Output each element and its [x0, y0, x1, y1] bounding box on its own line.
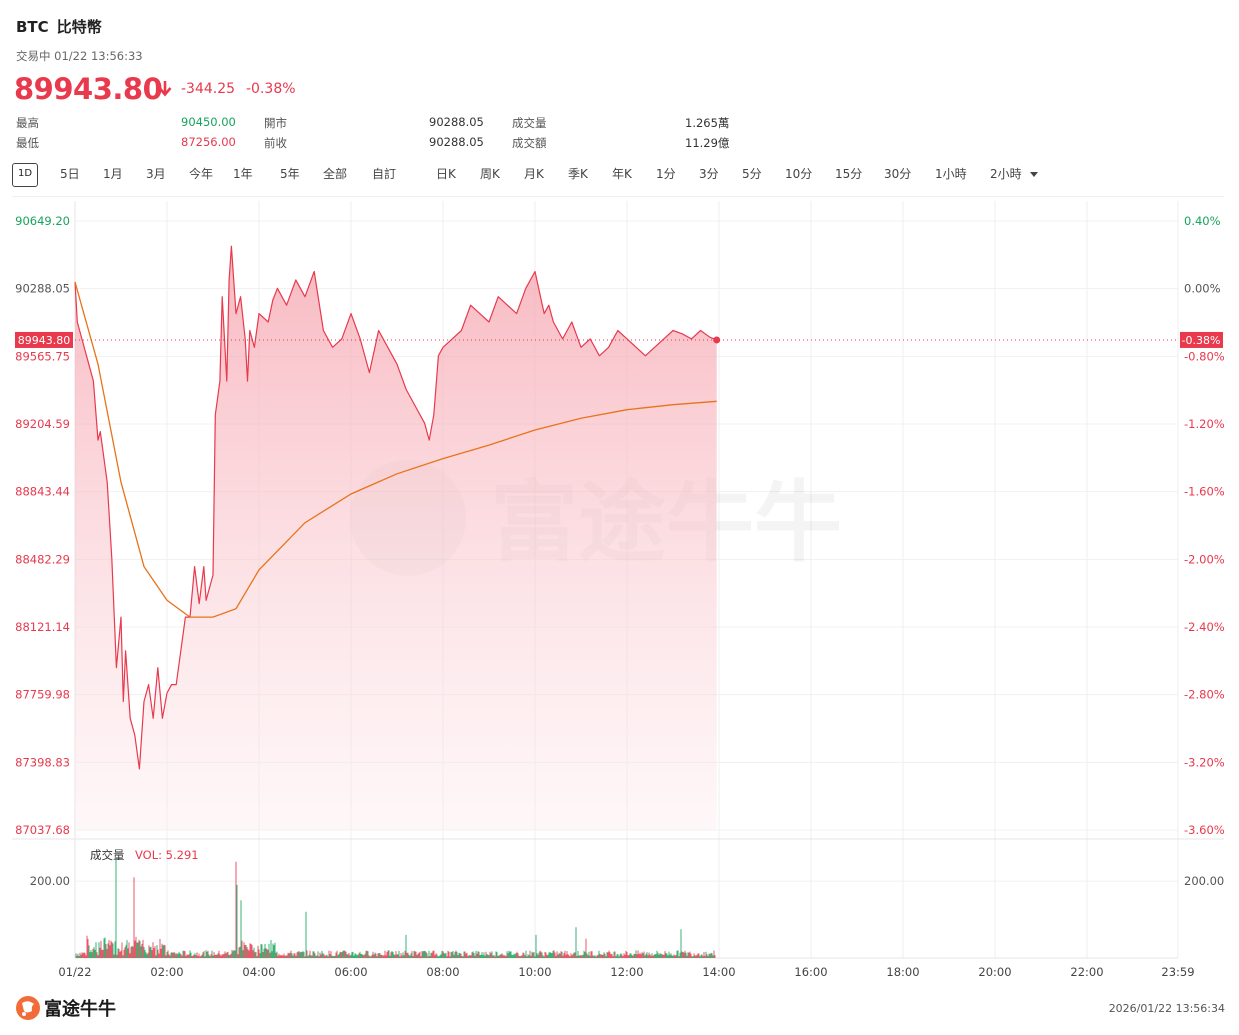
footer-timestamp: 2026/01/22 13:56:34: [1108, 1002, 1225, 1015]
y-tick-left: 88843.44: [15, 485, 70, 499]
x-tick: 14:00: [702, 965, 735, 979]
y-tick-left: 90649.20: [15, 214, 70, 228]
volume-tick-right: 200.00: [1184, 874, 1224, 888]
tab-0[interactable]: 1D: [12, 163, 39, 187]
title-bar: BTC 比特幣: [16, 16, 102, 37]
volume-title: 成交量: [90, 848, 125, 862]
x-tick: 16:00: [794, 965, 827, 979]
volume-label: 成交量: [512, 116, 547, 130]
price-change: -344.25: [181, 81, 236, 97]
x-tick: 23:59: [1161, 965, 1194, 979]
high-label: 最高: [16, 116, 39, 130]
tab-16[interactable]: 5分: [742, 167, 762, 181]
volume-value: 1.265萬: [685, 116, 730, 130]
tab-21[interactable]: 2小時: [990, 163, 1038, 185]
low-value: 87256.00: [181, 135, 236, 149]
x-tick: 10:00: [518, 965, 551, 979]
y-tick-right: -2.00%: [1184, 552, 1225, 566]
price-change-pct: -0.38%: [246, 81, 296, 97]
tab-12[interactable]: 季K: [568, 167, 588, 181]
tab-13[interactable]: 年K: [612, 167, 632, 181]
y-tick-left: 88482.29: [15, 552, 70, 566]
x-tick: 12:00: [610, 965, 643, 979]
tab-3[interactable]: 3月: [146, 167, 166, 181]
tab-6[interactable]: 5年: [280, 167, 300, 181]
tab-20[interactable]: 1小時: [935, 167, 967, 181]
tab-7[interactable]: 全部: [323, 167, 348, 181]
down-arrow-icon: [158, 81, 172, 97]
current-pct-label: -0.38%: [1182, 334, 1221, 347]
y-tick-right: 0.40%: [1184, 214, 1221, 228]
open-value: 90288.05: [429, 115, 484, 129]
current-price-label: 89943.80: [18, 334, 71, 347]
divider: [12, 196, 1224, 197]
tab-10[interactable]: 周K: [480, 167, 500, 181]
y-tick-right: -2.40%: [1184, 620, 1225, 634]
tab-2[interactable]: 1月: [103, 167, 123, 181]
tab-4[interactable]: 今年: [189, 167, 214, 181]
tab-1[interactable]: 5日: [60, 167, 80, 181]
price-area: [75, 246, 717, 830]
futu-logo: 富途牛牛: [16, 996, 116, 1020]
tab-19[interactable]: 30分: [884, 167, 912, 181]
x-tick: 08:00: [426, 965, 459, 979]
y-tick-left: 89204.59: [15, 417, 70, 431]
y-tick-right: -3.20%: [1184, 755, 1225, 769]
asset-name: 比特幣: [56, 18, 102, 36]
y-tick-right: -3.60%: [1184, 823, 1225, 837]
tab-15[interactable]: 3分: [699, 167, 719, 181]
volume-tick-left: 200.00: [30, 874, 70, 888]
volume-value-label: VOL: 5.291: [135, 848, 199, 862]
open-label: 開市: [264, 116, 287, 130]
x-tick: 01/22: [58, 965, 91, 979]
tab-9[interactable]: 日K: [436, 167, 456, 181]
tab-17[interactable]: 10分: [785, 167, 813, 181]
chevron-down-icon: [1029, 172, 1038, 177]
high-value: 90450.00: [181, 115, 236, 129]
y-tick-right: -1.20%: [1184, 417, 1225, 431]
x-tick: 06:00: [334, 965, 367, 979]
y-tick-left: 87759.98: [15, 688, 70, 702]
average-line: [74, 281, 717, 618]
prev-close-label: 前收: [264, 136, 287, 150]
y-tick-left: 87037.68: [15, 823, 70, 837]
prev-close-value: 90288.05: [429, 135, 484, 149]
x-tick: 18:00: [886, 965, 919, 979]
x-tick: 20:00: [978, 965, 1011, 979]
tab-8[interactable]: 自訂: [372, 167, 397, 181]
turnover-label: 成交額: [512, 136, 547, 150]
turnover-value: 11.29億: [685, 136, 730, 150]
low-label: 最低: [16, 136, 39, 150]
y-tick-right: -1.60%: [1184, 485, 1225, 499]
tab-5[interactable]: 1年: [233, 167, 253, 181]
current-price-dot: [713, 336, 721, 344]
y-tick-left: 90288.05: [15, 282, 70, 296]
price-line: [74, 245, 717, 770]
y-tick-right: -2.80%: [1184, 688, 1225, 702]
y-tick-right: 0.00%: [1184, 282, 1221, 296]
y-tick-left: 89565.75: [15, 349, 70, 363]
x-tick: 04:00: [242, 965, 275, 979]
current-price-tag: [15, 331, 73, 348]
y-tick-left: 88121.14: [15, 620, 70, 634]
tab-11[interactable]: 月K: [524, 167, 544, 181]
tab-14[interactable]: 1分: [656, 167, 676, 181]
current-pct-tag: [1180, 331, 1223, 348]
x-tick: 22:00: [1070, 965, 1103, 979]
trading-status: 交易中 01/22 13:56:33: [16, 49, 143, 63]
tab-18[interactable]: 15分: [835, 167, 863, 181]
price-chart[interactable]: 90649.20 0.40% 90288.05 0.00% 89565.75 -0.80%…: [0, 198, 1239, 988]
logo-text: 富途牛牛: [44, 998, 116, 1020]
y-tick-left: 87398.83: [15, 755, 70, 769]
y-tick-right: -0.80%: [1184, 349, 1225, 363]
symbol: BTC: [16, 18, 49, 36]
x-tick: 02:00: [150, 965, 183, 979]
last-price: 89943.80: [14, 72, 163, 106]
